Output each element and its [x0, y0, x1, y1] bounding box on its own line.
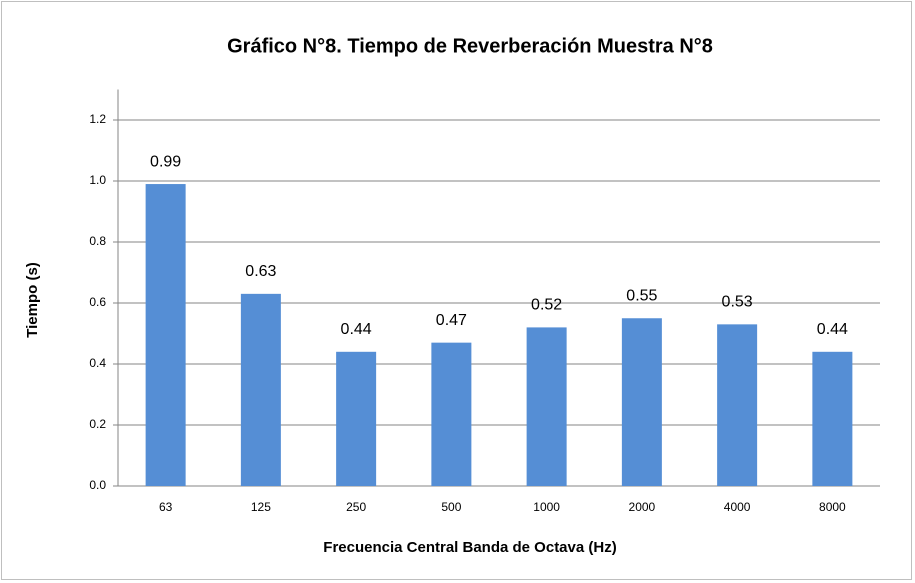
bar: [336, 351, 377, 486]
x-tick-label: 500: [441, 500, 461, 514]
data-label: 0.63: [245, 263, 276, 280]
chart-title: Gráfico N°8. Tiempo de Reverberación Mue…: [227, 35, 713, 57]
bar: [145, 184, 186, 487]
y-tick-label: 0.8: [89, 234, 106, 248]
bar: [526, 327, 567, 486]
y-tick-label: 1.2: [89, 112, 106, 126]
bar: [431, 342, 472, 486]
x-tick-label: 1000: [533, 500, 560, 514]
data-label: 0.55: [626, 287, 657, 304]
x-tick-label: 63: [159, 500, 173, 514]
data-label: 0.44: [341, 321, 372, 338]
data-label: 0.99: [150, 153, 181, 170]
bar: [717, 324, 758, 486]
x-tick-label: 250: [346, 500, 366, 514]
data-label: 0.53: [722, 294, 753, 311]
y-tick-label: 0.2: [89, 417, 106, 431]
data-label: 0.44: [817, 321, 848, 338]
y-tick-label: 1.0: [89, 173, 106, 187]
bar: [812, 351, 853, 486]
x-axis-label: Frecuencia Central Banda de Octava (Hz): [323, 539, 616, 556]
bar: [621, 318, 662, 486]
y-tick-label: 0.4: [89, 356, 106, 370]
data-label: 0.47: [436, 312, 467, 329]
x-tick-label: 4000: [724, 500, 751, 514]
y-tick-label: 0.6: [89, 295, 106, 309]
y-tick-label: 0.0: [89, 478, 106, 492]
x-tick-label: 2000: [629, 500, 656, 514]
data-label: 0.52: [531, 297, 562, 314]
bar: [240, 293, 281, 486]
x-tick-label: 125: [251, 500, 271, 514]
x-tick-label: 8000: [819, 500, 846, 514]
y-axis-label: Tiempo (s): [24, 262, 41, 338]
